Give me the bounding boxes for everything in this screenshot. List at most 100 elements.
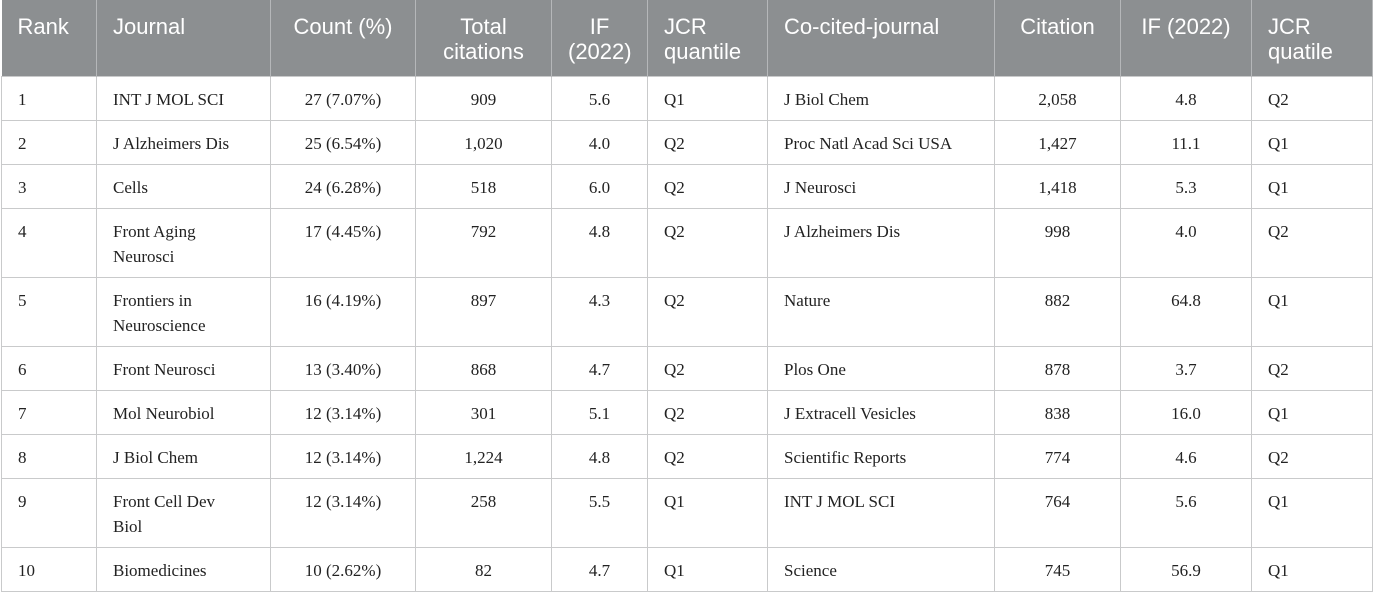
table-cell: 301 xyxy=(415,390,552,435)
table-cell: 878 xyxy=(994,346,1121,391)
table-cell: Q1 xyxy=(647,76,768,121)
table-cell: 13 (3.40%) xyxy=(270,346,416,391)
table-cell: 792 xyxy=(415,208,552,278)
table-cell: 2,058 xyxy=(994,76,1121,121)
table-cell: 882 xyxy=(994,277,1121,347)
table-cell: 5.5 xyxy=(551,478,648,548)
table-cell: Frontiers in Neuroscience xyxy=(96,277,271,347)
table-cell: Q1 xyxy=(1251,390,1373,435)
table-row: 3 Cells 24 (6.28%) 518 6.0 Q2 J Neurosci 1,418 5… xyxy=(1,164,1373,209)
table-cell: 4.0 xyxy=(551,120,648,165)
table-cell: 998 xyxy=(994,208,1121,278)
table-cell: Q1 xyxy=(1251,164,1373,209)
table-cell: 6.0 xyxy=(551,164,648,209)
column-header: JCR quantile xyxy=(647,0,768,77)
table-body: 1 INT J MOL SCI 27 (7.07%) 909 5.6 Q1 J Biol C… xyxy=(1,76,1373,592)
table-cell: 4.8 xyxy=(1120,76,1252,121)
table-cell: Q2 xyxy=(647,277,768,347)
table-cell: Front Neurosci xyxy=(96,346,271,391)
table-cell: Proc Natl Acad Sci USA xyxy=(767,120,995,165)
table-row: 5 Frontiers in Neuroscience 16 (4.19%) 897 4… xyxy=(1,277,1373,347)
table-cell: 10 (2.62%) xyxy=(270,547,416,592)
table-cell: 1,224 xyxy=(415,434,552,479)
column-header: JCR quatile xyxy=(1251,0,1373,77)
table-cell: 745 xyxy=(994,547,1121,592)
table-row: 1 INT J MOL SCI 27 (7.07%) 909 5.6 Q1 J Biol C… xyxy=(1,76,1373,121)
table-cell: 3.7 xyxy=(1120,346,1252,391)
table-cell: Q2 xyxy=(647,164,768,209)
table-cell: 12 (3.14%) xyxy=(270,478,416,548)
table-cell: 518 xyxy=(415,164,552,209)
table-cell: Q2 xyxy=(647,120,768,165)
table-cell: J Extracell Vesicles xyxy=(767,390,995,435)
table-header: Rank Journal Count (%) Total citations IF (2… xyxy=(1,0,1373,77)
table-cell: 4.8 xyxy=(551,434,648,479)
table-cell: 4.7 xyxy=(551,346,648,391)
column-header: IF (2022) xyxy=(551,0,648,77)
table-cell: 764 xyxy=(994,478,1121,548)
column-header: IF (2022) xyxy=(1120,0,1252,77)
table-cell: Q1 xyxy=(1251,277,1373,347)
table-cell: 12 (3.14%) xyxy=(270,434,416,479)
table-cell: 16 (4.19%) xyxy=(270,277,416,347)
table-cell: 3 xyxy=(1,164,97,209)
table-row: 4 Front Aging Neurosci 17 (4.45%) 792 4.8 Q2 J… xyxy=(1,208,1373,278)
table-cell: Scientific Reports xyxy=(767,434,995,479)
table-cell: Q1 xyxy=(647,478,768,548)
column-header: Count (%) xyxy=(270,0,416,77)
table-cell: Q2 xyxy=(1251,434,1373,479)
table-cell: 24 (6.28%) xyxy=(270,164,416,209)
table-cell: 5.6 xyxy=(1120,478,1252,548)
table-cell: INT J MOL SCI xyxy=(96,76,271,121)
table-cell: Q2 xyxy=(647,434,768,479)
table-cell: Q2 xyxy=(1251,208,1373,278)
table-cell: Biomedicines xyxy=(96,547,271,592)
table-cell: 64.8 xyxy=(1120,277,1252,347)
table-cell: Q1 xyxy=(1251,478,1373,548)
table-cell: Q2 xyxy=(647,390,768,435)
table-cell: 4 xyxy=(1,208,97,278)
table-cell: 2 xyxy=(1,120,97,165)
column-header: Citation xyxy=(994,0,1121,77)
table-cell: 1 xyxy=(1,76,97,121)
table-cell: Q2 xyxy=(647,208,768,278)
table-row: 6 Front Neurosci 13 (3.40%) 868 4.7 Q2 Plos On… xyxy=(1,346,1373,391)
table-row: 9 Front Cell Dev Biol 12 (3.14%) 258 5.5 Q1 IN… xyxy=(1,478,1373,548)
table-cell: 868 xyxy=(415,346,552,391)
column-header: Rank xyxy=(1,0,97,77)
table-cell: Nature xyxy=(767,277,995,347)
table-cell: 9 xyxy=(1,478,97,548)
table-cell: 10 xyxy=(1,547,97,592)
table-cell: 5.1 xyxy=(551,390,648,435)
table-cell: Q2 xyxy=(1251,346,1373,391)
table-cell: Q1 xyxy=(1251,120,1373,165)
table-row: 10 Biomedicines 10 (2.62%) 82 4.7 Q1 Science 74… xyxy=(1,547,1373,592)
table-cell: 16.0 xyxy=(1120,390,1252,435)
column-header: Co-cited-journal xyxy=(767,0,995,77)
table-cell: 6 xyxy=(1,346,97,391)
table-cell: 56.9 xyxy=(1120,547,1252,592)
table-cell: 4.6 xyxy=(1120,434,1252,479)
table-cell: 12 (3.14%) xyxy=(270,390,416,435)
table-cell: 25 (6.54%) xyxy=(270,120,416,165)
table-cell: Science xyxy=(767,547,995,592)
table-cell: 774 xyxy=(994,434,1121,479)
table-cell: 5.6 xyxy=(551,76,648,121)
table-cell: 897 xyxy=(415,277,552,347)
table-cell: Cells xyxy=(96,164,271,209)
table-cell: J Biol Chem xyxy=(96,434,271,479)
table-cell: J Alzheimers Dis xyxy=(96,120,271,165)
table-cell: J Biol Chem xyxy=(767,76,995,121)
table-cell: 909 xyxy=(415,76,552,121)
table-cell: 4.3 xyxy=(551,277,648,347)
table-cell: 5 xyxy=(1,277,97,347)
table-cell: 82 xyxy=(415,547,552,592)
table-cell: 1,418 xyxy=(994,164,1121,209)
table-cell: J Alzheimers Dis xyxy=(767,208,995,278)
table-cell: Q2 xyxy=(1251,76,1373,121)
table-cell: Front Cell Dev Biol xyxy=(96,478,271,548)
